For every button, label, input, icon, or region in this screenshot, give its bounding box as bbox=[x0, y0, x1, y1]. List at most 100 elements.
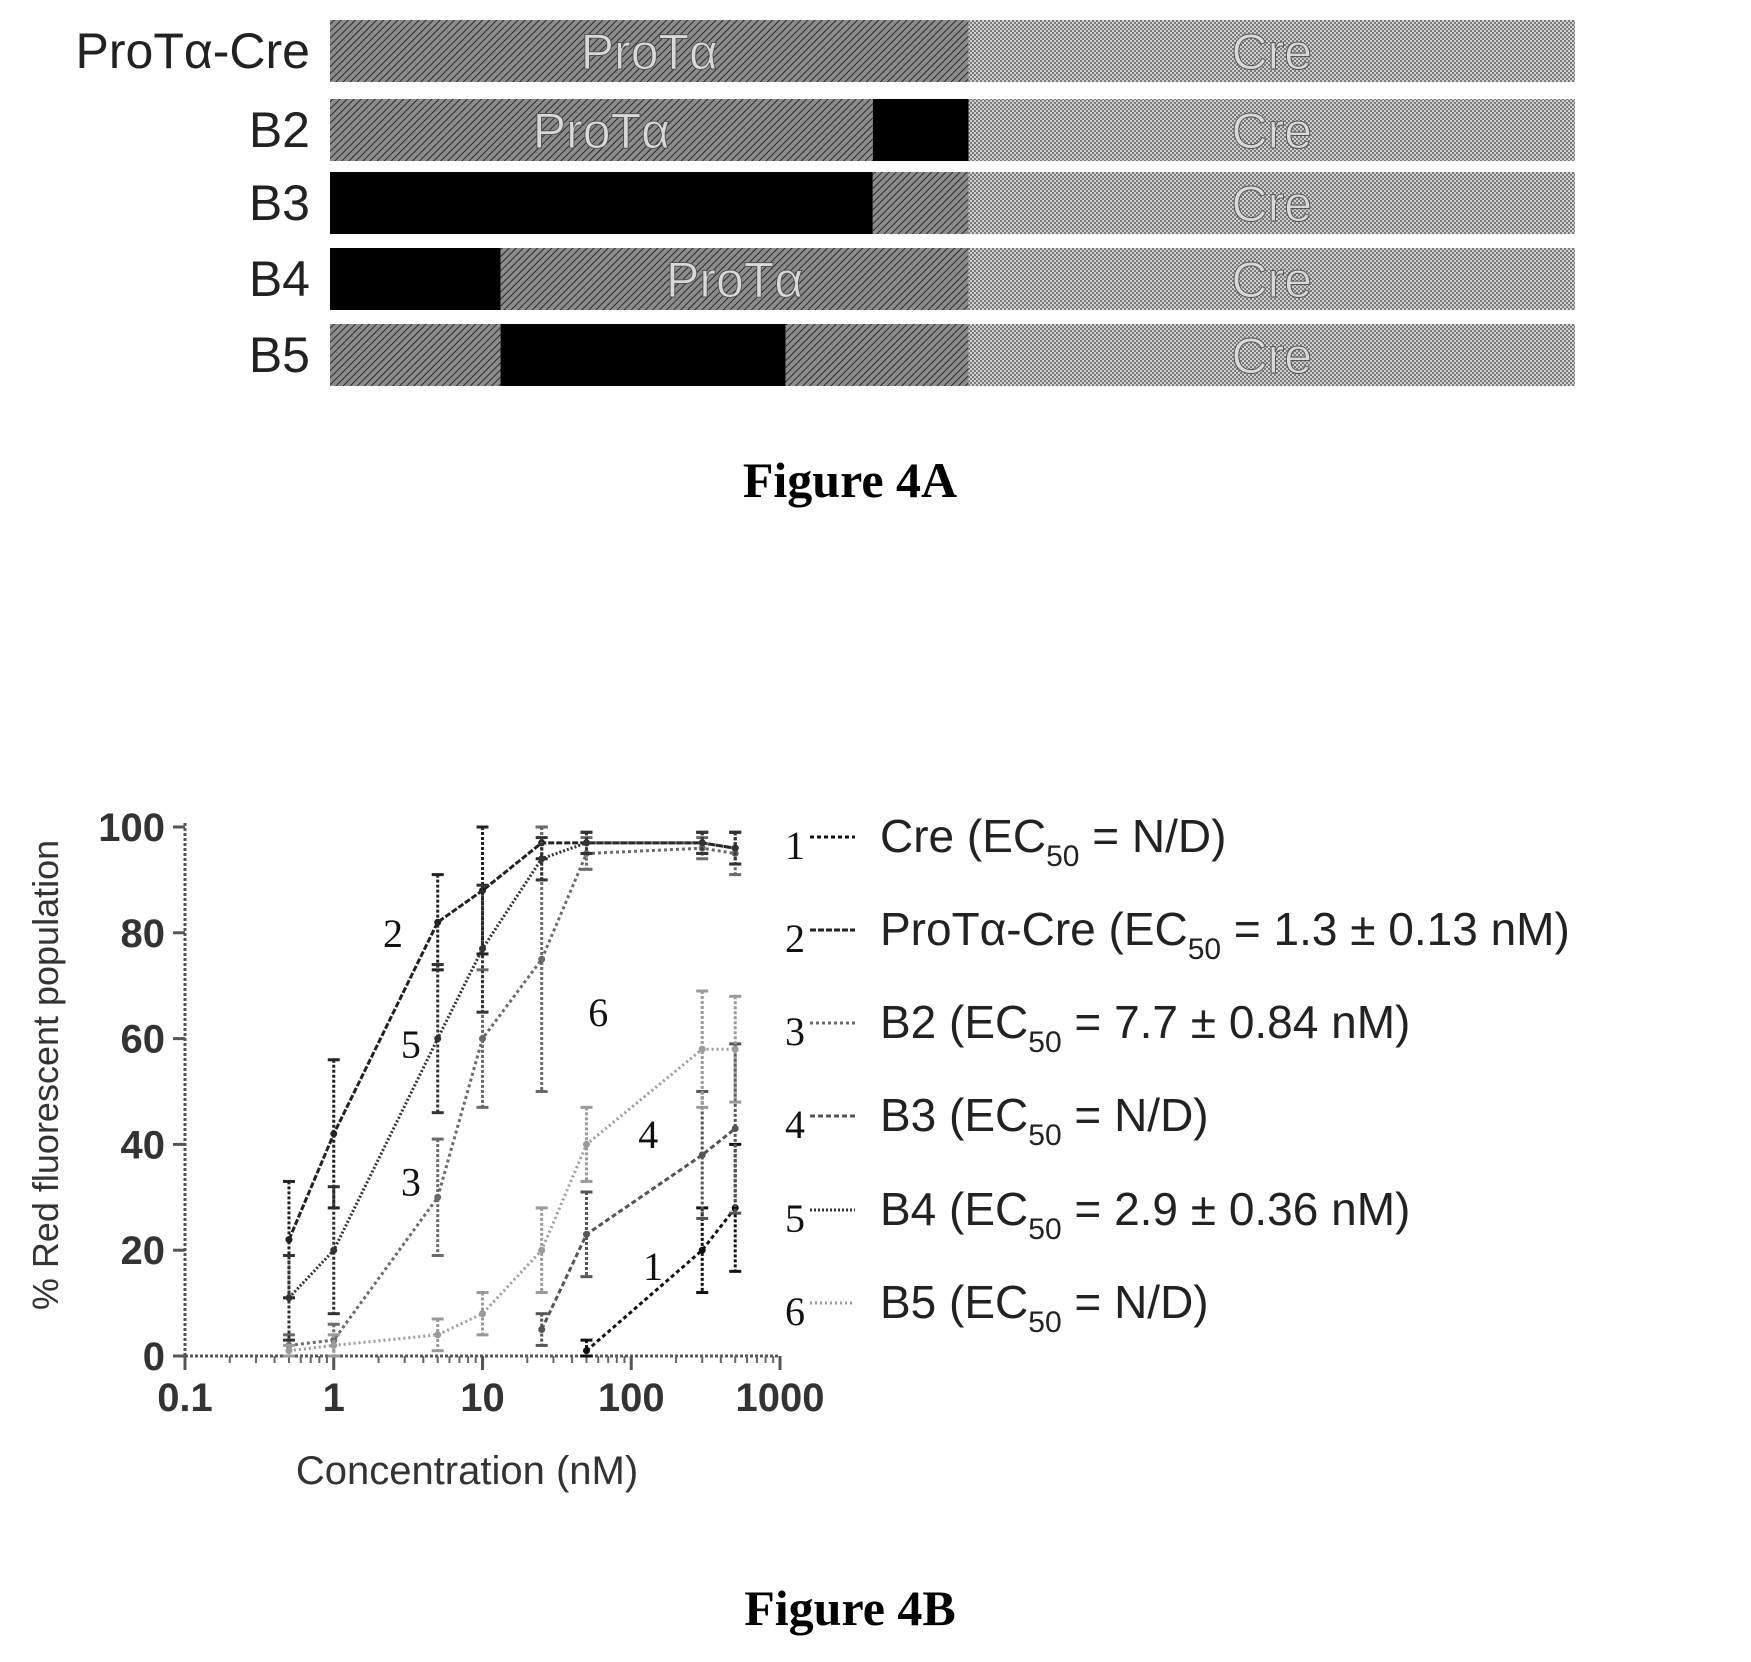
dose-response-chart: 0 20 40 60 80 100 0.1 1 10 100 1000 1 2 3 4 5 6 1 Cre (E… bbox=[25, 806, 1570, 1493]
segment-mut bbox=[330, 172, 873, 234]
data-point bbox=[538, 1246, 546, 1254]
segment-label: Cre bbox=[1232, 252, 1313, 308]
construct-label: B2 bbox=[249, 102, 310, 158]
series-6: 6 bbox=[282, 989, 742, 1358]
legend-item-6: 6 B5 (EC50 = N/D) bbox=[785, 1276, 1209, 1339]
data-point bbox=[434, 1331, 442, 1339]
x-tick-label: 10 bbox=[460, 1376, 505, 1420]
data-point bbox=[538, 855, 546, 863]
legend-text: B3 (EC50 = N/D) bbox=[880, 1089, 1209, 1152]
data-point bbox=[479, 1035, 486, 1043]
segment-mut bbox=[500, 324, 786, 386]
legend-text: ProTα-Cre (EC50 = 1.3 ± 0.13 nM) bbox=[880, 903, 1570, 966]
chart-axes: 0 20 40 60 80 100 0.1 1 10 100 1000 bbox=[98, 806, 824, 1420]
data-point bbox=[731, 1204, 739, 1212]
construct-diagram: ProTα-Cre ProTα Cre B2 ProTα Cre B3 Cre B4 ProTα C… bbox=[76, 20, 1575, 386]
segment-prota bbox=[500, 248, 969, 310]
data-point bbox=[479, 945, 486, 953]
legend-number: 5 bbox=[785, 1196, 805, 1241]
segment-label: Cre bbox=[1232, 328, 1313, 384]
segment-label: ProTα bbox=[666, 252, 803, 308]
data-point bbox=[538, 1326, 546, 1334]
chart-legend: 1 Cre (EC50 = N/D) 2 ProTα-Cre (EC50 = 1.3 … bbox=[785, 810, 1570, 1339]
data-point bbox=[434, 1193, 442, 1201]
x-tick-label: 1 bbox=[323, 1376, 345, 1420]
segment-prota bbox=[330, 99, 873, 161]
segment-mut bbox=[872, 99, 969, 161]
series-2: 2 bbox=[282, 825, 742, 1300]
segment-cre bbox=[968, 99, 1575, 161]
chart-series: 1 2 3 4 5 6 bbox=[282, 825, 742, 1358]
series-number-label: 6 bbox=[588, 990, 608, 1035]
x-axis-label: Concentration (nM) bbox=[296, 1449, 638, 1493]
segment-prota bbox=[872, 172, 969, 234]
series-line bbox=[540, 1127, 737, 1331]
legend-number: 3 bbox=[785, 1009, 805, 1054]
series-line bbox=[585, 1206, 737, 1352]
legend-number: 2 bbox=[785, 916, 805, 961]
segment-prota bbox=[785, 324, 969, 386]
data-point bbox=[698, 1151, 706, 1159]
data-point bbox=[698, 839, 706, 847]
series-1: 1 bbox=[580, 1142, 742, 1358]
legend-item-5: 5 B4 (EC50 = 2.9 ± 0.36 nM) bbox=[785, 1183, 1410, 1246]
construct-label: ProTα-Cre bbox=[76, 23, 310, 79]
legend-number: 6 bbox=[785, 1289, 805, 1334]
data-point bbox=[285, 1294, 293, 1302]
data-point bbox=[330, 1341, 338, 1349]
construct-label: B5 bbox=[249, 327, 310, 383]
segment-label: ProTα bbox=[533, 103, 670, 159]
legend-item-4: 4 B3 (EC50 = N/D) bbox=[785, 1089, 1209, 1152]
y-tick-label: 0 bbox=[143, 1335, 165, 1379]
data-point bbox=[582, 1230, 590, 1238]
data-point bbox=[434, 918, 442, 926]
figure-4b-caption: Figure 4B bbox=[744, 1580, 956, 1636]
data-point bbox=[731, 1125, 739, 1133]
segment-prota bbox=[330, 20, 969, 82]
y-tick-label: 40 bbox=[121, 1123, 166, 1167]
legend-text: B5 (EC50 = N/D) bbox=[880, 1276, 1209, 1339]
series-number-label: 3 bbox=[401, 1159, 421, 1204]
data-point bbox=[582, 1347, 590, 1355]
series-number-label: 1 bbox=[643, 1244, 663, 1289]
data-point bbox=[479, 1310, 486, 1318]
y-tick-label: 20 bbox=[121, 1229, 166, 1273]
segment-cre bbox=[968, 324, 1575, 386]
series-number-label: 2 bbox=[383, 911, 403, 956]
figure-4a-caption: Figure 4A bbox=[743, 452, 957, 508]
data-point bbox=[731, 844, 739, 852]
segment-cre bbox=[968, 172, 1575, 234]
segment-label: Cre bbox=[1232, 103, 1313, 159]
x-tick-label: 1000 bbox=[736, 1376, 825, 1420]
data-point bbox=[582, 839, 590, 847]
y-tick-label: 100 bbox=[98, 806, 165, 850]
legend-text: B4 (EC50 = 2.9 ± 0.36 nM) bbox=[880, 1183, 1410, 1246]
series-number-label: 4 bbox=[638, 1112, 658, 1157]
legend-item-2: 2 ProTα-Cre (EC50 = 1.3 ± 0.13 nM) bbox=[785, 903, 1570, 966]
series-line bbox=[288, 846, 736, 1347]
segment-mut bbox=[330, 248, 501, 310]
segment-label: Cre bbox=[1232, 24, 1313, 80]
data-point bbox=[285, 1347, 293, 1355]
series-line bbox=[288, 1047, 736, 1353]
segment-label: Cre bbox=[1232, 176, 1313, 232]
y-axis-label: % Red fluorescent population bbox=[25, 840, 66, 1310]
legend-item-3: 3 B2 (EC50 = 7.7 ± 0.84 nM) bbox=[785, 996, 1410, 1059]
data-point bbox=[698, 1246, 706, 1254]
construct-label: B3 bbox=[249, 175, 310, 231]
x-tick-label: 100 bbox=[598, 1376, 665, 1420]
data-point bbox=[538, 955, 546, 963]
data-point bbox=[330, 1246, 338, 1254]
series-number-label: 5 bbox=[401, 1022, 421, 1067]
legend-item-1: 1 Cre (EC50 = N/D) bbox=[785, 810, 1226, 873]
series-line bbox=[287, 841, 736, 1241]
data-point bbox=[731, 1045, 739, 1053]
series-5: 5 bbox=[282, 830, 742, 1342]
x-tick-label: 0.1 bbox=[157, 1376, 213, 1420]
data-point bbox=[582, 1140, 590, 1148]
series-4: 4 bbox=[535, 1042, 742, 1347]
y-tick-label: 60 bbox=[121, 1018, 166, 1062]
legend-text: B2 (EC50 = 7.7 ± 0.84 nM) bbox=[880, 996, 1410, 1059]
legend-number: 1 bbox=[785, 823, 805, 868]
